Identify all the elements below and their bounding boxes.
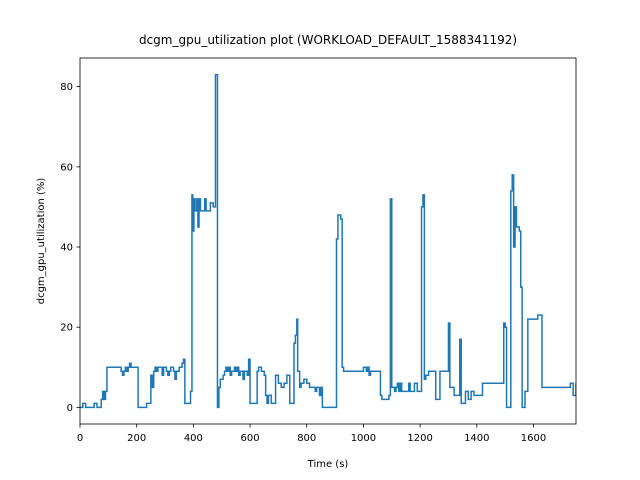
plot-frame xyxy=(79,57,577,425)
x-tick-label: 1600 xyxy=(521,433,546,444)
chart-title: dcgm_gpu_utilization plot (WORKLOAD_DEFA… xyxy=(139,33,517,47)
y-tick-label: 40 xyxy=(60,243,73,254)
x-tick-label: 800 xyxy=(297,433,316,444)
x-tick-label: 600 xyxy=(241,433,260,444)
x-tick-label: 1400 xyxy=(464,433,489,444)
data-line xyxy=(80,73,576,409)
x-tick-label: 200 xyxy=(127,433,146,444)
x-tick-label: 400 xyxy=(184,433,203,444)
y-tick-label: 80 xyxy=(60,82,73,93)
x-tick-label: 0 xyxy=(77,433,83,444)
x-tick-label: 1000 xyxy=(351,433,376,444)
y-tick-label: 60 xyxy=(60,162,73,173)
y-tick-label: 0 xyxy=(67,403,73,414)
x-axis-label: Time (s) xyxy=(307,459,349,470)
y-axis-label: dcgm_gpu_utilization (%) xyxy=(36,178,47,305)
y-tick-label: 20 xyxy=(60,323,73,334)
x-tick-label: 1200 xyxy=(407,433,432,444)
